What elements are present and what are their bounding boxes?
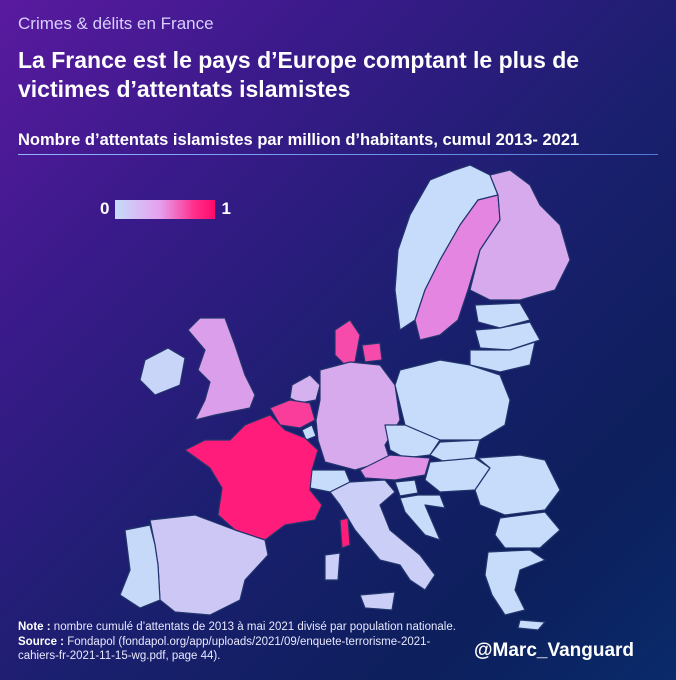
region-latvia [474,321,541,351]
author-handle: @Marc_Vanguard [474,640,635,661]
region-finland [469,169,571,301]
source-line: Source : Fondapol (fondapol.org/app/uplo… [18,635,468,664]
region-croatia [399,494,446,541]
region-france [184,414,351,549]
region-austria [359,454,431,481]
page-title: La France est le pays d’Europe comptant … [18,47,580,102]
legend-min-label: 0 [100,199,110,218]
region-luxembourg [301,424,317,441]
note-text: nombre cumulé d’attentats de 2013 à mai … [53,621,456,633]
region-italy [324,479,436,611]
note-line: Note : nombre cumulé d’attentats de 2013… [18,620,468,635]
legend-gradient-bar [115,199,216,219]
region-ireland [139,347,186,396]
source-text: Fondapol (fondapol.org/app/uploads/2021/… [18,635,431,663]
subtitle-underline [18,154,658,155]
region-romania [474,454,561,516]
region-denmark [334,319,383,366]
legend-max-label: 1 [221,199,231,218]
region-estonia [474,302,531,329]
region-slovenia [394,479,419,497]
kicker-text: Crimes & délits en France [18,14,214,33]
footnote: Note : nombre cumulé d’attentats de 2013… [18,620,468,664]
region-uk [187,317,256,421]
region-greece [484,549,546,631]
region-bulgaria [494,511,561,549]
region-portugal [119,524,161,609]
region-germany [315,361,401,471]
region-netherlands [289,374,321,404]
note-label: Note : [18,621,51,633]
source-label: Source : [18,635,65,648]
chart-subtitle: Nombre d’attentats islamistes par millio… [18,131,580,149]
color-legend: 0 1 [100,198,231,220]
region-poland [394,359,511,441]
